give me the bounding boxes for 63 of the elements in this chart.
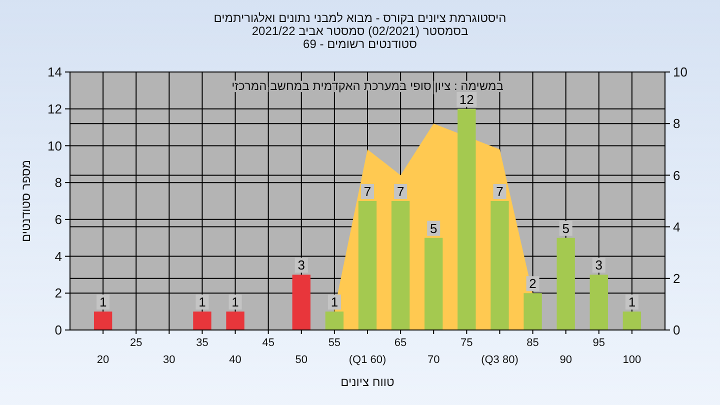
data-label: 7	[396, 184, 404, 199]
bar	[358, 201, 377, 330]
x-tick-label: 100	[622, 354, 642, 366]
y-tick-label: 8	[54, 175, 62, 190]
bar	[590, 274, 608, 330]
bar	[458, 108, 476, 330]
bar	[391, 201, 410, 330]
data-label: 5	[562, 220, 570, 236]
data-label: 12	[459, 92, 474, 107]
x-tick-label: 70	[427, 354, 440, 366]
x-tick-label: 40	[229, 354, 242, 366]
y2-tick-label: 0	[673, 322, 680, 338]
x-tick-label: 75	[460, 337, 473, 349]
x-tick-label: 85	[526, 337, 539, 349]
y-axis-title: מספר סטודנטים	[19, 160, 33, 242]
data-label: 7	[364, 184, 372, 199]
bar	[524, 293, 542, 330]
y2-tick-label: 8	[673, 116, 680, 132]
bar	[424, 238, 443, 330]
x-tick-label: 35	[196, 337, 208, 349]
x-tick-label: 65	[394, 337, 407, 349]
x-tick-label: 30	[163, 354, 176, 366]
data-label: 3	[595, 258, 603, 273]
x-tick-label: 55	[328, 337, 341, 349]
y-tick-label: 2	[54, 286, 62, 301]
data-label: 1	[628, 294, 636, 310]
bar	[94, 312, 112, 330]
data-label: 5	[430, 220, 438, 236]
data-label: 1	[232, 294, 239, 310]
y-tick-label: 12	[48, 101, 62, 116]
x-axis-title: טווח ציונים	[340, 375, 395, 389]
data-label: 2	[529, 276, 536, 292]
y2-tick-label: 10	[673, 64, 688, 80]
y-tick-label: 4	[54, 248, 62, 264]
data-label: 1	[330, 294, 338, 310]
bar	[226, 312, 244, 330]
data-label: 3	[298, 258, 306, 273]
x-tick-label: (Q1 60)	[348, 354, 386, 366]
chart-title: היסטוגרמת ציונים בקורס - מבוא למבני נתונים ואלגוריתמים	[214, 11, 506, 25]
y2-tick-label: 2	[673, 270, 680, 286]
chart-subtitle: בסמסטר (02/2021) סמסטר אביב 2021/22 סטודנטים רשומים - 69	[252, 24, 468, 51]
data-label: 1	[99, 294, 107, 310]
y-tick-label: 14	[48, 64, 62, 80]
bar	[490, 201, 509, 330]
x-tick-label: (Q3 80)	[481, 354, 518, 366]
bar	[556, 238, 575, 330]
data-label: 1	[198, 294, 206, 310]
bar	[193, 312, 212, 330]
x-tick-label: 90	[560, 354, 572, 366]
y-tick-label: 10	[48, 138, 62, 154]
y-tick-label: 6	[54, 212, 62, 227]
bar	[292, 274, 310, 330]
data-label: 7	[496, 184, 504, 199]
y-tick-label: 0	[54, 322, 62, 338]
y2-tick-label: 6	[673, 168, 680, 183]
x-tick-label: 25	[130, 337, 142, 349]
x-tick-label: 20	[96, 354, 110, 366]
y2-tick-label: 4	[673, 219, 680, 234]
bar	[622, 312, 642, 330]
x-tick-label: 95	[592, 337, 606, 349]
x-tick-label: 50	[295, 354, 308, 366]
x-tick-label: 45	[262, 337, 274, 349]
bar	[325, 312, 344, 330]
